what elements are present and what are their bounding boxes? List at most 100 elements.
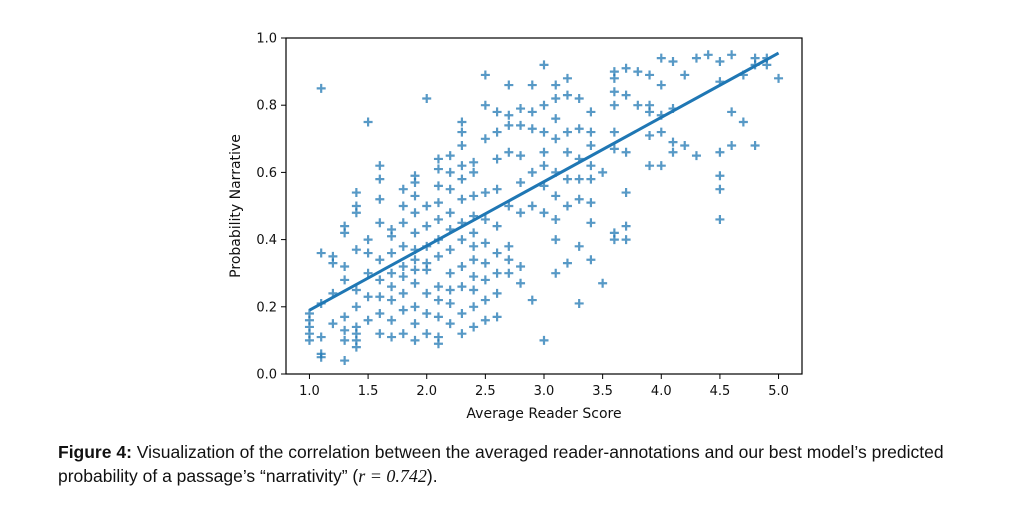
data-point <box>469 285 479 295</box>
data-point <box>398 241 408 251</box>
data-point <box>621 63 631 73</box>
data-point <box>562 258 572 268</box>
data-point <box>516 177 526 187</box>
data-point <box>351 188 361 198</box>
data-point <box>445 208 455 218</box>
data-point <box>457 117 467 127</box>
y-tick-label: 0.6 <box>256 166 277 181</box>
data-point <box>574 93 584 103</box>
data-point <box>609 144 619 154</box>
data-point <box>645 100 655 110</box>
data-point <box>398 288 408 298</box>
data-point <box>433 332 443 342</box>
data-point <box>375 309 385 319</box>
data-point <box>340 261 350 271</box>
data-point <box>469 302 479 312</box>
data-point <box>504 80 514 90</box>
data-point <box>527 167 537 177</box>
data-points <box>304 50 784 366</box>
data-point <box>457 194 467 204</box>
data-point <box>433 282 443 292</box>
data-point <box>516 261 526 271</box>
data-point <box>633 67 643 77</box>
data-point <box>433 198 443 208</box>
data-point <box>433 312 443 322</box>
data-point <box>586 174 596 184</box>
caption-text-end: ). <box>426 466 438 486</box>
figure-caption: Figure 4: Visualization of the correlati… <box>58 440 988 488</box>
data-point <box>398 184 408 194</box>
data-point <box>387 268 397 278</box>
data-point <box>328 251 338 261</box>
data-point <box>316 248 326 258</box>
x-tick-label: 3.5 <box>592 384 613 399</box>
data-point <box>445 151 455 161</box>
data-point <box>480 315 490 325</box>
data-point <box>574 124 584 134</box>
data-point <box>410 208 420 218</box>
data-point <box>574 298 584 308</box>
data-point <box>351 285 361 295</box>
data-point <box>457 161 467 171</box>
data-point <box>586 255 596 265</box>
data-point <box>422 201 432 211</box>
data-point <box>387 315 397 325</box>
data-point <box>457 282 467 292</box>
plot-frame <box>285 37 803 375</box>
data-point <box>562 73 572 83</box>
data-point <box>551 268 561 278</box>
data-point <box>480 295 490 305</box>
data-point <box>340 275 350 285</box>
data-point <box>422 288 432 298</box>
data-point <box>410 302 420 312</box>
scatter-chart: 1.0 1.5 2.0 2.5 3.0 3.5 4.0 4.5 5.0 0.0 0.2 0.4 0.6… <box>228 32 803 422</box>
y-tick-label: 0.2 <box>256 300 277 315</box>
data-point <box>480 100 490 110</box>
data-point <box>316 332 326 342</box>
data-point <box>668 57 678 67</box>
data-point <box>445 268 455 278</box>
data-point <box>504 255 514 265</box>
data-point <box>527 80 537 90</box>
data-point <box>492 248 502 258</box>
x-tick-label: 3.0 <box>534 384 555 399</box>
data-point <box>586 141 596 151</box>
data-point <box>516 208 526 218</box>
data-point <box>387 248 397 258</box>
data-point <box>504 110 514 120</box>
data-point <box>621 221 631 231</box>
data-point <box>527 124 537 134</box>
data-point <box>527 107 537 117</box>
data-point <box>422 258 432 268</box>
data-point <box>410 255 420 265</box>
data-point <box>410 335 420 345</box>
data-point <box>516 151 526 161</box>
data-point <box>680 141 690 151</box>
data-point <box>433 214 443 224</box>
data-point <box>375 255 385 265</box>
data-point <box>410 265 420 275</box>
figure-label: Figure 4: <box>58 442 132 462</box>
data-point <box>351 322 361 332</box>
data-point <box>551 80 561 90</box>
data-point <box>551 93 561 103</box>
data-point <box>480 238 490 248</box>
data-point <box>539 147 549 157</box>
data-point <box>398 329 408 339</box>
data-point <box>398 261 408 271</box>
x-axis-label: Average Reader Score <box>466 406 621 422</box>
data-point <box>574 241 584 251</box>
data-point <box>609 67 619 77</box>
y-tick-label: 0.8 <box>256 99 277 114</box>
data-point <box>609 228 619 238</box>
data-point <box>504 201 514 211</box>
data-point <box>480 214 490 224</box>
data-point <box>680 70 690 80</box>
data-point <box>398 305 408 315</box>
data-point <box>703 50 713 60</box>
data-point <box>398 272 408 282</box>
data-point <box>340 221 350 231</box>
data-point <box>457 261 467 271</box>
data-point <box>598 278 608 288</box>
data-point <box>433 295 443 305</box>
